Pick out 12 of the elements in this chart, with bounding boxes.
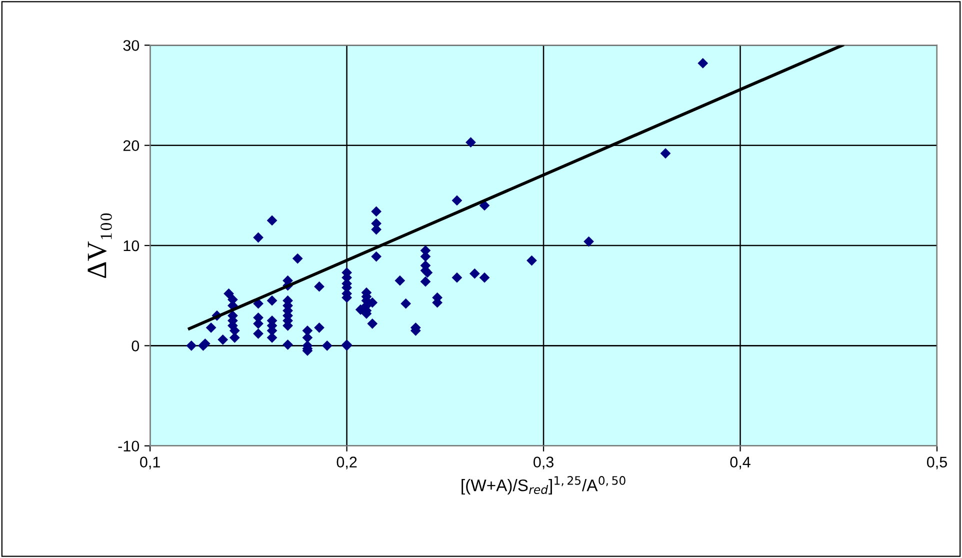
x-tick-label: 0,3: [534, 456, 554, 470]
y-tick-label: 20: [123, 140, 140, 152]
x-tick-label: 0,5: [926, 456, 947, 470]
x-tick-label: 0,1: [140, 456, 160, 470]
x-tick-label: 0,2: [336, 456, 357, 470]
y-axis-title: ΔV₁₀₀: [88, 213, 112, 278]
y-tick-label: -10: [118, 440, 140, 452]
y-tick-label: 30: [123, 40, 140, 51]
x-axis-title: [(W+A)/S$_{red}$]$^{1,25}$/A$^{0,50}$: [462, 476, 626, 495]
y-tick-label: 10: [124, 240, 140, 252]
y-tick-label: 0: [132, 340, 140, 352]
x-tick-label: 0,4: [730, 456, 750, 470]
